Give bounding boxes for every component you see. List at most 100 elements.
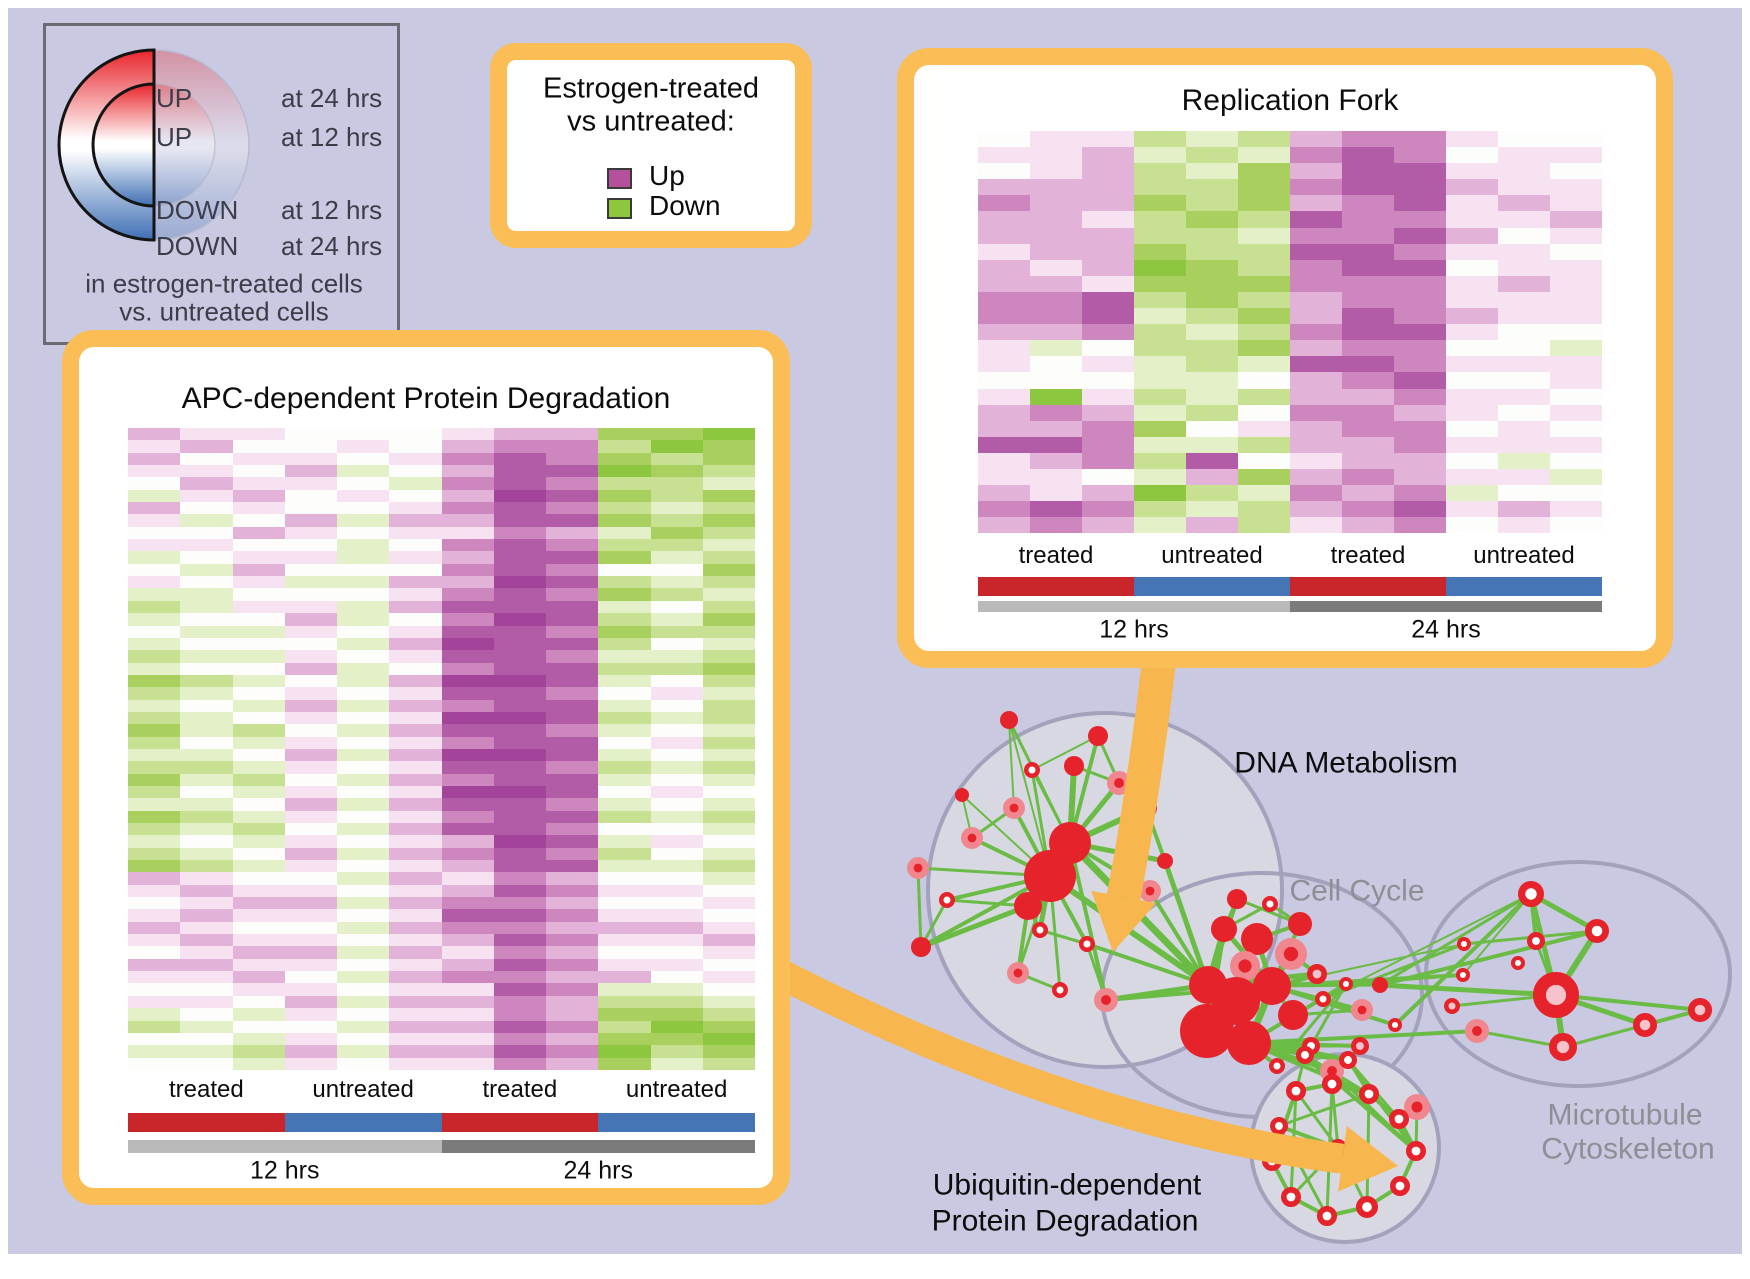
heatmap-cell	[546, 748, 599, 762]
heatmap-cell	[232, 983, 285, 996]
heatmap-cell	[650, 934, 703, 947]
heatmap-cell	[1030, 372, 1082, 389]
heatmap-cell	[232, 724, 285, 737]
heatmap-cell	[232, 674, 285, 688]
heatmap-cell	[337, 736, 390, 749]
gene-node	[1000, 711, 1018, 729]
heatmap-cell	[1238, 163, 1290, 180]
heatmap-cell	[284, 1057, 337, 1070]
heatmap-row	[128, 736, 755, 749]
gene-node	[1088, 726, 1108, 746]
heatmap-cell	[1082, 259, 1134, 276]
heatmap-cell	[1082, 436, 1134, 453]
heatmap-cell	[493, 551, 546, 564]
gene-node	[1009, 803, 1019, 813]
condition-label: treated	[1018, 542, 1094, 569]
heatmap-cell	[232, 897, 285, 910]
heatmap-cell	[284, 711, 337, 725]
decoder-dir-label: UP	[156, 122, 193, 152]
heatmap-cell	[389, 650, 442, 663]
heatmap-cell	[650, 576, 703, 589]
heatmap-cell	[337, 699, 390, 712]
heatmap-cell	[650, 526, 703, 540]
heatmap-cell	[1186, 131, 1238, 148]
heatmap-cell	[1394, 340, 1446, 357]
heatmap-cell	[232, 588, 285, 601]
heatmap-row	[128, 1045, 755, 1058]
heatmap-cell	[1290, 436, 1342, 453]
gene-node	[1472, 1026, 1482, 1036]
heatmap-row	[128, 748, 755, 762]
network-edge	[1271, 973, 1464, 988]
heatmap-cell	[1186, 308, 1238, 325]
heatmap-row	[128, 576, 755, 589]
heatmap-cell	[978, 163, 1030, 180]
heatmap-cell	[546, 724, 599, 737]
heatmap-cell	[1134, 452, 1186, 469]
heatmap-cell	[1082, 243, 1134, 260]
heatmap-row	[128, 995, 755, 1009]
heatmap-cell	[337, 428, 390, 441]
heatmap-cell	[284, 489, 337, 503]
heatmap-row	[978, 195, 1602, 212]
heatmap-cell	[598, 502, 651, 515]
cluster-label: Ubiquitin-dependent	[933, 1169, 1202, 1202]
decoder-time-label: at 12 hrs	[281, 122, 383, 152]
cluster-label: Cell Cycle	[1289, 875, 1424, 908]
heatmap-cell	[1290, 356, 1342, 373]
heatmap-cell	[1394, 404, 1446, 421]
decoder-footer-line2: vs. untreated cells	[119, 296, 329, 327]
heatmap-cell	[180, 934, 233, 947]
heatmap-cell	[493, 748, 546, 762]
heatmap-cell	[128, 884, 181, 898]
heatmap-cell	[598, 514, 651, 527]
heatmap-cell	[1082, 468, 1134, 486]
heatmap-cell	[650, 995, 703, 1009]
heatmap-cell	[232, 637, 285, 651]
heatmap-cell	[232, 452, 285, 466]
heatmap-cell	[702, 637, 755, 651]
gene-node	[1227, 889, 1247, 909]
heatmap-cell	[1550, 420, 1602, 437]
heatmap-cell	[702, 958, 755, 972]
heatmap-cell	[493, 958, 546, 972]
heatmap-cell	[598, 958, 651, 972]
gene-node	[1211, 916, 1237, 942]
network-edge	[1562, 1023, 1646, 1049]
heatmap-cell	[1186, 501, 1238, 518]
heatmap-cell	[337, 539, 390, 552]
heatmap-cell	[232, 810, 285, 823]
heatmap-cell	[284, 946, 337, 959]
heatmap-cell	[1134, 275, 1186, 292]
heatmap-cell	[1030, 340, 1082, 357]
heatmap-cell	[441, 687, 494, 700]
heatmap-cell	[1550, 468, 1602, 486]
heatmap-cell	[650, 588, 703, 601]
heatmap-cell	[1186, 356, 1238, 373]
heatmap-cell	[284, 502, 337, 515]
heatmap-cell	[546, 563, 599, 577]
gene-node-ring	[1584, 918, 1609, 943]
heatmap-cell	[493, 563, 546, 577]
heatmap-cell	[1238, 259, 1290, 276]
heatmap-cell	[650, 921, 703, 935]
heatmap-row	[978, 452, 1602, 469]
heatmap-cell	[702, 736, 755, 749]
heatmap-cell	[284, 983, 337, 996]
heatmap-cell	[978, 356, 1030, 373]
heatmap-cell	[546, 613, 599, 626]
heatmap-cell	[1082, 227, 1134, 244]
heatmap-cell	[978, 485, 1030, 502]
heatmap-cell	[1290, 259, 1342, 276]
heatmap-cell	[441, 724, 494, 737]
heatmap-cell	[650, 748, 703, 762]
gene-node-ring	[1359, 1084, 1380, 1105]
heatmap-cell	[180, 588, 233, 601]
heatmap-cell	[493, 1008, 546, 1021]
heatmap-cell	[1238, 517, 1290, 534]
heatmap-cell	[232, 921, 285, 935]
heatmap-cell	[389, 576, 442, 589]
heatmap-cell	[337, 773, 390, 786]
heatmap-cell	[128, 514, 181, 527]
heatmap-cell	[1290, 195, 1342, 212]
